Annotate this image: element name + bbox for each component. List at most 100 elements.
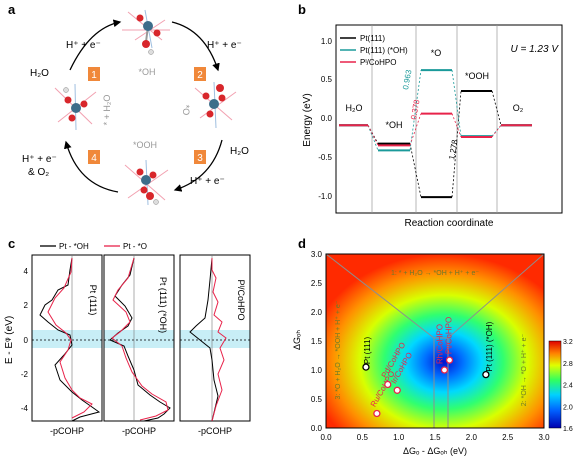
b-energy-levels (339, 69, 532, 199)
center-label-o: *O (181, 105, 191, 116)
d-ylabel: ΔGₒₕ (292, 330, 302, 350)
b-state-label: *OH (385, 120, 402, 130)
d-data-point (482, 370, 490, 379)
b-potential: U = 1.23 V (510, 44, 559, 55)
c-ytick: -2 (21, 370, 29, 379)
panel-label-b: b (298, 2, 306, 17)
c-ytick: 2 (24, 301, 29, 310)
d-point-label: Pt (111) (*OH) (485, 321, 494, 371)
d-ytick: 2.0 (311, 308, 323, 317)
region-divider (447, 253, 545, 339)
c-xlabel: -pCOHP (198, 426, 232, 436)
c-ytick: -4 (21, 404, 29, 413)
step-3-label: 3 (197, 153, 203, 164)
d-xlabel: ΔGₒ - ΔGₒₕ (eV) (403, 446, 467, 456)
energy-connector (451, 90, 462, 198)
d-ytick: 0.0 (311, 424, 323, 433)
region-label: 3: *O + H₂O → *OOH + H⁺ + e⁻ (335, 300, 342, 399)
d-point-label: Pt (111) (363, 336, 372, 364)
molecule-top (122, 9, 170, 55)
d-yticks: 0.0 0.5 1.0 1.5 2.0 2.5 3.0 (311, 250, 323, 433)
molecule-bottom (124, 159, 169, 206)
d-xtick: 2.0 (466, 433, 478, 442)
arrow-step-2 (171, 21, 220, 72)
c-subpanel-label: Pt (111) (*OH) (158, 277, 168, 333)
d-xtick: 0.0 (320, 433, 332, 442)
plot-frame-d (325, 253, 545, 429)
plot-frame-b (335, 24, 563, 214)
b-legend-entry: Pt(111) (*OH) (360, 46, 408, 55)
d-xtick: 3.0 (538, 433, 550, 442)
c-ytick: 0 (24, 336, 29, 345)
d-data-point (384, 380, 392, 389)
energy-connector (491, 90, 502, 126)
b-ytick: -0.5 (318, 153, 332, 162)
c-subpanel-2: Pt (111) (*OH) -pCOHP (103, 254, 175, 436)
reaction-r4-out1: H⁺ + e⁻ (22, 154, 57, 165)
arrow-step-4 (63, 140, 119, 193)
energy-connector (409, 113, 422, 146)
step-box-2 (194, 67, 206, 81)
reaction-r4-out2: & O₂ (28, 167, 49, 178)
c-ylabel: E - Eᵠ (eV) (4, 316, 15, 364)
colorbar (548, 340, 562, 429)
b-xlabel: Reaction coordinate (405, 218, 494, 229)
step-box-4 (88, 150, 100, 164)
b-legend-entry: Pᴵ/CoHPO (360, 58, 396, 67)
b-ytick: 0.5 (321, 75, 333, 84)
reaction-r2-out: H⁺ + e⁻ (207, 40, 242, 51)
energy-connector (367, 125, 379, 146)
colorbar-tick: 2.8 (563, 361, 573, 368)
b-state-label: H₂O (346, 103, 363, 113)
energy-connector (491, 125, 502, 138)
c-xlabel: -pCOHP (50, 426, 84, 436)
c-ytick: 4 (24, 267, 29, 276)
reaction-r1-out: H⁺ + e⁻ (66, 40, 101, 51)
c-subpanel-1: Pt (111) -pCOHP (31, 254, 103, 436)
d-ytick: 3.0 (311, 250, 323, 259)
b-yticks: 1.0 0.5 0.0 -0.5 -1.0 (318, 37, 332, 201)
colorbar-ticks: 3.2 2.8 2.4 2.0 1.6 (563, 339, 573, 433)
energy-connector (451, 70, 462, 137)
step-4-label: 4 (91, 153, 97, 164)
d-ytick: 0.5 (311, 395, 323, 404)
colorbar-tick: 3.2 (563, 339, 573, 346)
energy-connector (367, 125, 379, 144)
step-box-1 (88, 67, 100, 81)
step-2-label: 2 (197, 70, 203, 81)
molecule-left (54, 83, 97, 131)
d-data-point (373, 409, 381, 418)
b-state-label: O₂ (513, 103, 524, 113)
b-ylabel: Energy (eV) (302, 93, 313, 146)
center-label-ooh: *OOH (133, 140, 157, 150)
panel-c: c E - Eᵠ (eV) Pt - *OH Pt - *O 4 2 0 -2 … (4, 236, 251, 436)
b-legend-entry: Pt(111) (360, 34, 385, 43)
center-label-h2o: * + H₂O (102, 95, 112, 126)
molecule-right (194, 81, 237, 129)
b-ytick: -1.0 (318, 192, 332, 201)
region-label: 1: * + H₂O → *OH + H⁺ + e⁻ (391, 270, 479, 277)
b-ytick: 1.0 (321, 37, 333, 46)
d-ytick: 2.5 (311, 279, 323, 288)
panel-a: a (8, 2, 249, 206)
colorbar-tick: 2.0 (563, 404, 573, 411)
region-divider (325, 253, 435, 339)
d-xtick: 2.5 (502, 433, 514, 442)
step-box-3 (194, 150, 206, 164)
arrow-step-1 (69, 19, 122, 71)
arrow-step-3 (173, 139, 223, 192)
b-annotation: 0.963 (401, 69, 413, 91)
center-label-oh: *OH (138, 67, 155, 77)
b-legend: Pt(111) Pt(111) (*OH) Pᴵ/CoHPO (340, 34, 408, 67)
d-data-point (362, 363, 370, 371)
d-data-point (393, 386, 401, 394)
panel-label-a: a (8, 2, 16, 17)
c-xlabel: -pCOHP (122, 426, 156, 436)
d-point-label: Rh/CoHPO (435, 324, 444, 364)
panel-label-c: c (8, 236, 15, 251)
reaction-r3-in: H₂O (230, 146, 249, 157)
d-data-point (440, 366, 449, 374)
b-state-label: *O (431, 48, 442, 58)
d-point-label: Pt/CoHPO (445, 317, 454, 354)
panel-d: d 1: * + H₂O → *OH + H⁺ + e⁻ 2: *OH → *O… (292, 236, 573, 456)
